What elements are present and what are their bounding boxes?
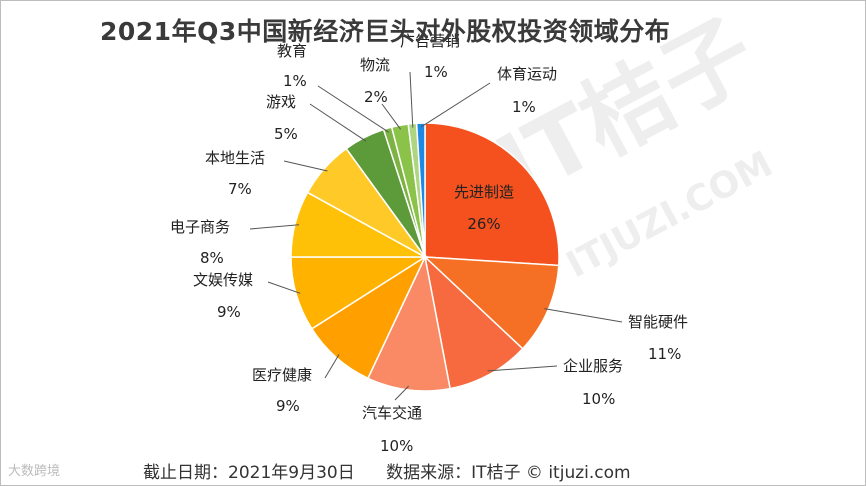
slice-percent: 9% (276, 397, 300, 415)
leader-line (267, 281, 301, 294)
slice-percent: 5% (274, 125, 298, 143)
pie-slice (423, 254, 524, 390)
slice-percent: 7% (228, 180, 252, 198)
slice-percent: 1% (424, 63, 448, 81)
leader-line (309, 103, 367, 142)
slice-percent: 9% (217, 303, 241, 321)
leader-lines (249, 71, 623, 401)
leader-line (249, 224, 300, 230)
slice-label: 物流 (360, 56, 390, 74)
slice-percent: 10% (380, 437, 413, 455)
cutoff-date: 截止日期：2021年9月30日 (143, 463, 355, 483)
slice-percent: 26% (467, 215, 500, 233)
slice-label: 汽车交通 (362, 404, 422, 422)
slice-label: 教育 (277, 42, 307, 60)
leader-line (487, 365, 558, 372)
slice-percent: 1% (512, 98, 536, 116)
data-source: 数据来源：IT桔子 © itjuzi.com (386, 463, 631, 483)
leader-line (409, 71, 414, 128)
slice-percent: 10% (582, 390, 615, 408)
slice-percent: 1% (283, 72, 307, 90)
leader-line (420, 82, 491, 128)
slice-percent: 2% (364, 88, 388, 106)
slice-label: 电子商务 (170, 218, 230, 236)
slice-labels: 先进制造 26% 智能硬件 11% 企业服务 10% 汽车交通 10% 医疗健康 9% 文娱传媒 9%… (170, 32, 688, 455)
pie-slice (424, 122, 560, 267)
leader-line (381, 103, 402, 130)
slice-label: 本地生活 (205, 149, 265, 167)
leader-line (394, 385, 410, 401)
brand-watermark: 大数跨境 (8, 464, 61, 479)
leader-line (317, 85, 389, 133)
slice-label: 企业服务 (563, 357, 623, 375)
slice-label: 医疗健康 (252, 366, 312, 384)
slice-percent: 11% (648, 345, 681, 363)
pie-slices (290, 122, 560, 392)
slice-label: 先进制造 (454, 183, 514, 201)
leader-line (324, 354, 340, 379)
slice-label: 游戏 (266, 93, 296, 111)
chart-title: 2021年Q3中国新经济巨头对外股权投资领域分布 (100, 17, 671, 46)
slice-percent: 8% (200, 249, 224, 267)
slice-label: 广告营销 (400, 32, 460, 50)
slice-label: 文娱传媒 (193, 271, 253, 289)
slice-label: 体育运动 (497, 65, 557, 83)
pie-slice (422, 256, 560, 350)
pie-slice (415, 122, 426, 258)
leader-line (283, 160, 328, 172)
slice-label: 智能硬件 (628, 313, 688, 331)
pie-slice (366, 254, 451, 392)
leader-line (544, 308, 623, 323)
footer: 截止日期：2021年9月30日 数据来源：IT桔子 © itjuzi.com (143, 458, 657, 483)
